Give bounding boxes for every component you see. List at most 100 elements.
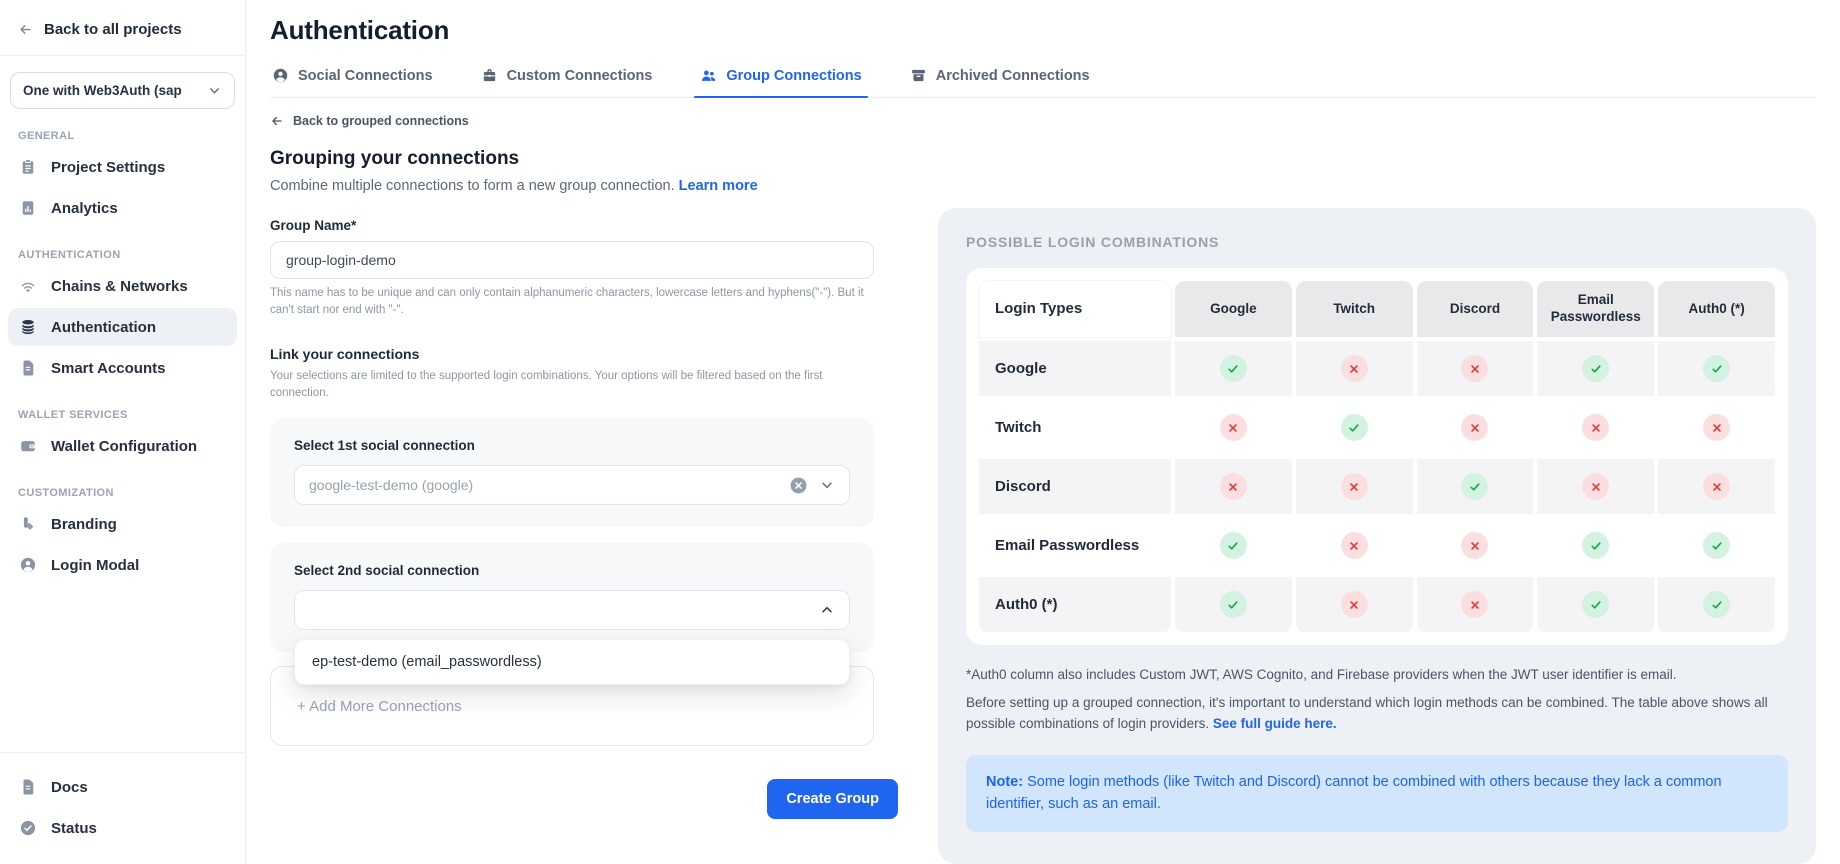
sidebar-item-label: Project Settings	[51, 158, 166, 176]
sidebar-item-authentication[interactable]: Authentication	[8, 308, 237, 346]
select-1st-connection[interactable]: google-test-demo (google)	[294, 465, 850, 505]
table-cell	[1296, 518, 1413, 573]
check-icon	[1703, 591, 1731, 618]
table-cell	[1417, 400, 1534, 455]
table-header-twitch: Twitch	[1295, 281, 1413, 337]
sidebar-item-status[interactable]: Status	[8, 809, 237, 847]
table-cell	[1537, 518, 1654, 573]
table-cell	[1658, 341, 1775, 396]
archive-icon	[910, 67, 927, 84]
table-cell	[1537, 400, 1654, 455]
sidebar-item-label: Docs	[51, 778, 88, 796]
note-box: Note: Some login methods (like Twitch an…	[966, 754, 1788, 832]
create-group-button[interactable]: Create Group	[767, 779, 898, 819]
full-guide-link[interactable]: See full guide here.	[1212, 715, 1337, 731]
sidebar-item-docs[interactable]: Docs	[8, 768, 237, 806]
clipboard-icon	[19, 158, 37, 176]
table-row-label: Discord	[979, 459, 1171, 514]
add-more-label: + Add More Connections	[297, 697, 462, 715]
sidebar-item-smart-accounts[interactable]: Smart Accounts	[8, 349, 237, 387]
clear-circle-icon[interactable]	[789, 476, 808, 495]
group-name-input[interactable]	[270, 241, 874, 279]
sidebar-item-label: Chains & Networks	[51, 277, 188, 295]
combinations-title: POSSIBLE LOGIN COMBINATIONS	[966, 234, 1220, 250]
dropdown-option[interactable]: ep-test-demo (email_passwordless)	[312, 654, 542, 670]
check-circle-icon	[19, 819, 37, 837]
tabs: Social Connections Custom Connections Grou…	[270, 67, 1816, 98]
form-subtitle-text: Combine multiple connections to form a n…	[270, 178, 675, 194]
chevron-up-icon	[819, 602, 835, 618]
select-2nd-connection[interactable]	[294, 590, 850, 630]
divider	[0, 55, 245, 56]
back-to-projects-link[interactable]: Back to all projects	[0, 0, 245, 55]
content: Back to grouped connections Grouping you…	[270, 98, 1816, 864]
back-to-projects-label: Back to all projects	[44, 21, 182, 38]
table-cell	[1658, 577, 1775, 632]
back-to-grouped-connections-link[interactable]: Back to grouped connections	[270, 114, 898, 128]
table-cell	[1175, 577, 1292, 632]
tab-label: Archived Connections	[935, 67, 1090, 84]
table-cell	[1175, 518, 1292, 573]
table-cell	[1537, 577, 1655, 632]
sidebar: Back to all projects One with Web3Auth (…	[0, 0, 246, 864]
user-circle-icon	[19, 556, 37, 574]
sidebar-footer: Docs Status	[0, 752, 245, 864]
table-row-label: Email Passwordless	[995, 537, 1140, 554]
sidebar-item-login-modal[interactable]: Login Modal	[8, 546, 237, 584]
sidebar-section-label: WALLET SERVICES	[18, 409, 128, 421]
sidebar-item-wallet-configuration[interactable]: Wallet Configuration	[8, 427, 237, 465]
table-header-login-types: Login Types	[979, 281, 1171, 337]
project-selector-value: One with Web3Auth (sap	[23, 83, 182, 98]
group-form: Back to grouped connections Grouping you…	[270, 114, 898, 864]
sidebar-item-label: Smart Accounts	[51, 359, 166, 377]
cross-icon	[1340, 473, 1368, 500]
tab-custom-connections[interactable]: Custom Connections	[479, 67, 655, 97]
tab-archived-connections[interactable]: Archived Connections	[908, 67, 1092, 97]
cross-icon	[1461, 532, 1489, 559]
cross-icon	[1340, 532, 1368, 559]
table-header-auth0: Auth0 (*)	[1658, 281, 1775, 337]
sidebar-item-label: Branding	[51, 515, 117, 533]
description-text: Before setting up a grouped connection, …	[966, 695, 1768, 731]
check-icon	[1340, 414, 1368, 441]
sidebar-item-label: Authentication	[51, 318, 156, 336]
check-icon	[1703, 532, 1731, 559]
wifi-icon	[19, 277, 37, 295]
table-cell	[1295, 341, 1413, 396]
cross-icon	[1219, 414, 1247, 441]
first-connection-card: Select 1st social connection google-test…	[270, 418, 874, 527]
sidebar-item-branding[interactable]: Branding	[8, 505, 237, 543]
table-cell	[1175, 459, 1292, 514]
tab-social-connections[interactable]: Social Connections	[270, 67, 435, 97]
check-icon	[1219, 355, 1247, 382]
sidebar-item-chains-networks[interactable]: Chains & Networks	[8, 267, 237, 305]
tab-label: Custom Connections	[506, 67, 653, 84]
cross-icon	[1461, 355, 1489, 382]
cross-icon	[1461, 414, 1489, 441]
learn-more-link[interactable]: Learn more	[678, 178, 758, 194]
table-cell	[1175, 341, 1292, 396]
table-cell	[1296, 400, 1413, 455]
tab-group-connections[interactable]: Group Connections	[694, 67, 869, 98]
table-cell	[1658, 400, 1775, 455]
table-cell	[1416, 341, 1534, 396]
layers-icon	[19, 318, 37, 336]
check-icon	[1703, 355, 1731, 382]
user-circle-icon	[272, 67, 289, 84]
table-row-label: Google	[979, 341, 1171, 396]
sidebar-item-analytics[interactable]: Analytics	[8, 189, 237, 227]
file-icon	[19, 359, 37, 377]
tab-label: Group Connections	[726, 67, 862, 84]
cross-icon	[1219, 473, 1247, 500]
sidebar-item-label: Status	[51, 819, 97, 837]
table-row-label: Twitch	[995, 419, 1042, 436]
table-cell	[1175, 400, 1292, 455]
sidebar-section-label: GENERAL	[18, 130, 75, 142]
table-cell	[1537, 341, 1655, 396]
brush-icon	[19, 515, 37, 533]
sidebar-sections: GENERAL Project Settings Analytics AUTHENTI…	[0, 111, 245, 587]
combinations-panel: POSSIBLE LOGIN COMBINATIONS Login Types G…	[938, 208, 1816, 864]
sidebar-item-project-settings[interactable]: Project Settings	[8, 148, 237, 186]
link-connections-helper: Your selections are limited to the suppo…	[270, 369, 823, 399]
project-selector[interactable]: One with Web3Auth (sap	[10, 72, 235, 109]
